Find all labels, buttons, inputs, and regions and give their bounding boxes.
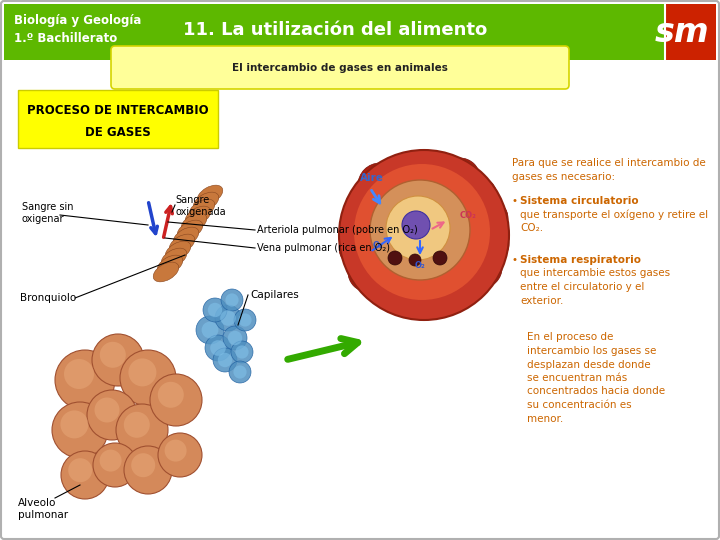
Text: que intercambie estos gases: que intercambie estos gases	[520, 268, 670, 279]
Circle shape	[354, 164, 490, 300]
Text: Bronquiolo: Bronquiolo	[20, 293, 76, 303]
Circle shape	[210, 340, 226, 356]
Circle shape	[124, 446, 172, 494]
Circle shape	[93, 443, 137, 487]
Circle shape	[120, 350, 176, 406]
Circle shape	[229, 361, 251, 383]
Circle shape	[218, 353, 232, 367]
Circle shape	[165, 440, 186, 462]
Text: concentrados hacia donde: concentrados hacia donde	[527, 387, 665, 396]
Circle shape	[52, 402, 108, 458]
Circle shape	[370, 180, 470, 280]
Text: que transporte el oxígeno y retire el: que transporte el oxígeno y retire el	[520, 210, 708, 220]
Circle shape	[446, 266, 484, 304]
Circle shape	[396, 279, 434, 317]
Circle shape	[386, 196, 450, 260]
FancyBboxPatch shape	[111, 46, 569, 89]
Circle shape	[234, 309, 256, 331]
Circle shape	[472, 200, 508, 236]
Text: El intercambio de gases en animales: El intercambio de gases en animales	[232, 63, 448, 73]
Circle shape	[205, 335, 231, 361]
Text: intercambio los gases se: intercambio los gases se	[527, 346, 657, 356]
Circle shape	[158, 433, 202, 477]
Text: sm: sm	[654, 16, 709, 49]
Text: se encuentran más: se encuentran más	[527, 373, 627, 383]
Text: O₂: O₂	[373, 241, 384, 250]
Circle shape	[60, 410, 89, 438]
Ellipse shape	[189, 199, 215, 219]
Ellipse shape	[161, 248, 186, 268]
Circle shape	[221, 289, 243, 311]
Text: DE GASES: DE GASES	[85, 125, 151, 138]
Text: Sangre
oxigenada: Sangre oxigenada	[175, 195, 225, 218]
Ellipse shape	[185, 206, 211, 226]
Ellipse shape	[169, 234, 195, 254]
Circle shape	[131, 453, 156, 477]
Text: En el proceso de: En el proceso de	[527, 333, 613, 342]
Circle shape	[459, 177, 497, 215]
Circle shape	[202, 322, 218, 339]
Text: 11. La utilización del alimento: 11. La utilización del alimento	[183, 21, 487, 39]
Circle shape	[358, 163, 402, 207]
Circle shape	[150, 374, 202, 426]
Text: PROCESO DE INTERCAMBIO: PROCESO DE INTERCAMBIO	[27, 104, 209, 117]
Bar	[4, 4, 716, 60]
Text: Para que se realice el intercambio de: Para que se realice el intercambio de	[512, 158, 706, 168]
Text: entre el circulatorio y el: entre el circulatorio y el	[520, 282, 644, 292]
Text: Vena pulmonar (rica en O₂): Vena pulmonar (rica en O₂)	[257, 243, 390, 253]
Text: •: •	[512, 196, 521, 206]
Text: Sistema respiratorio: Sistema respiratorio	[520, 255, 641, 265]
Circle shape	[471, 225, 509, 263]
Text: su concentración es: su concentración es	[527, 400, 631, 410]
Circle shape	[68, 458, 92, 482]
Circle shape	[440, 158, 480, 198]
Circle shape	[228, 331, 242, 345]
Text: Sangre sin
oxigenar: Sangre sin oxigenar	[22, 202, 73, 225]
Circle shape	[388, 251, 402, 265]
Circle shape	[203, 298, 227, 322]
Circle shape	[225, 293, 238, 307]
Text: menor.: menor.	[527, 414, 563, 423]
Ellipse shape	[153, 262, 179, 282]
Ellipse shape	[193, 192, 219, 212]
Circle shape	[417, 152, 453, 188]
Circle shape	[223, 326, 247, 350]
Circle shape	[390, 154, 426, 190]
Circle shape	[462, 248, 502, 288]
Text: Sistema circulatorio: Sistema circulatorio	[520, 196, 639, 206]
Circle shape	[433, 251, 447, 265]
Circle shape	[61, 451, 109, 499]
Circle shape	[235, 346, 248, 359]
Text: Biología y Geología
1.º Bachillerato: Biología y Geología 1.º Bachillerato	[14, 14, 141, 45]
Text: Alveolo
pulmonar: Alveolo pulmonar	[18, 498, 68, 521]
Circle shape	[99, 450, 122, 471]
Ellipse shape	[165, 241, 191, 261]
Circle shape	[64, 359, 94, 389]
Text: Capilares: Capilares	[250, 290, 299, 300]
Circle shape	[213, 348, 237, 372]
Bar	[18, 90, 218, 148]
Text: CO₂.: CO₂.	[520, 223, 543, 233]
Circle shape	[128, 359, 156, 387]
Circle shape	[87, 390, 137, 440]
Circle shape	[343, 201, 381, 239]
Circle shape	[339, 229, 377, 267]
Circle shape	[425, 277, 461, 313]
Text: Aire: Aire	[360, 173, 384, 183]
Circle shape	[370, 270, 410, 310]
Circle shape	[231, 341, 253, 363]
Circle shape	[402, 211, 430, 239]
Circle shape	[238, 313, 251, 327]
Text: exterior.: exterior.	[520, 295, 563, 306]
Ellipse shape	[197, 185, 222, 205]
Circle shape	[124, 412, 150, 438]
Circle shape	[409, 254, 421, 266]
Circle shape	[233, 366, 246, 379]
Circle shape	[348, 252, 388, 292]
Circle shape	[208, 303, 222, 317]
Circle shape	[196, 316, 224, 344]
Circle shape	[94, 397, 120, 422]
Circle shape	[339, 150, 509, 320]
Ellipse shape	[157, 255, 183, 275]
